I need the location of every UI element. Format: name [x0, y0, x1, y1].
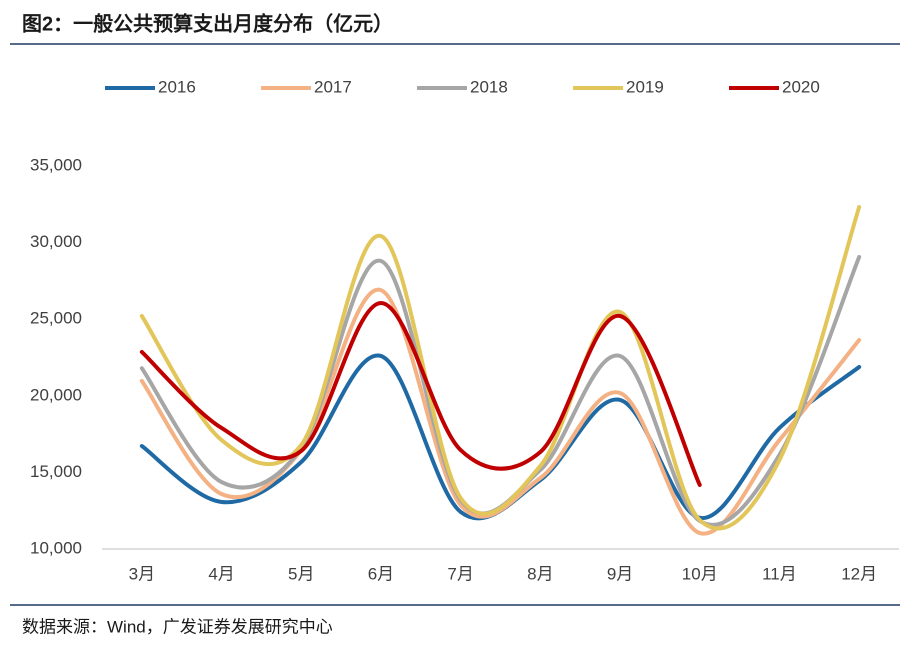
- y-tick-label: 30,000: [30, 232, 82, 251]
- legend-label: 2017: [314, 77, 352, 96]
- y-tick-label: 20,000: [30, 385, 82, 404]
- series-line: [139, 300, 702, 487]
- legend-label: 2018: [470, 77, 508, 96]
- series-line: [139, 288, 862, 536]
- y-tick-label: 35,000: [30, 155, 82, 174]
- source: 数据来源：Wind，广发证券发展研究中心: [22, 617, 333, 636]
- x-tick-label: 12月: [841, 564, 877, 583]
- x-tick-label: 5月: [288, 564, 314, 583]
- x-tick-label: 4月: [208, 564, 234, 583]
- x-tick-label: 7月: [447, 564, 473, 583]
- x-tick-label: 6月: [368, 564, 394, 583]
- chart-title: 图2：一般公共预算支出月度分布（亿元）: [22, 11, 393, 35]
- y-tick-label: 25,000: [30, 309, 82, 328]
- x-tick-label: 9月: [607, 564, 633, 583]
- legend-label: 2020: [782, 77, 820, 96]
- x-tick-label: 10月: [682, 564, 718, 583]
- x-tick-label: 3月: [129, 564, 155, 583]
- y-tick-label: 15,000: [30, 462, 82, 481]
- legend-label: 2019: [626, 77, 664, 96]
- legend-label: 2016: [158, 77, 196, 96]
- x-tick-label: 11月: [762, 564, 797, 583]
- y-tick-label: 10,000: [30, 538, 82, 557]
- x-tick-label: 8月: [527, 564, 553, 583]
